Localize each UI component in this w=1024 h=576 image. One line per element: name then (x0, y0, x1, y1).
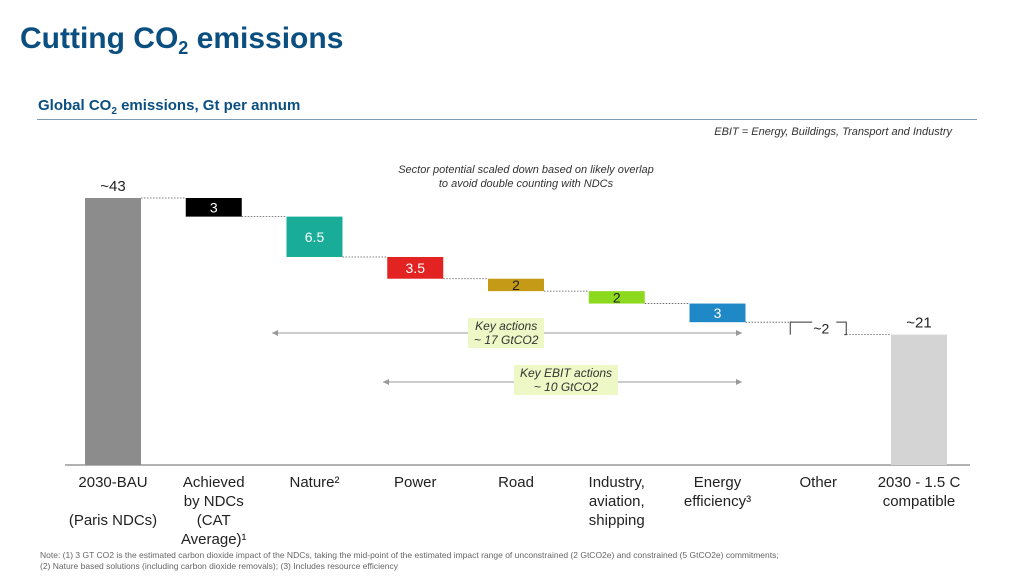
category-label: efficiency³ (684, 493, 751, 510)
category-label: shipping (589, 512, 645, 529)
category-label: aviation, (589, 493, 645, 510)
bar-value-label: 6.5 (305, 229, 325, 245)
category-label: 2030 - 1.5 C (878, 474, 961, 491)
bar-value-label: 3 (210, 199, 218, 215)
bar (588, 291, 645, 304)
category-label: (Paris NDCs) (69, 512, 157, 529)
category-label: by NDCs (184, 493, 244, 510)
bar-bracket-left (789, 321, 813, 335)
bar (689, 303, 746, 323)
key-actions-arrow-right-head (736, 330, 742, 336)
category-label: (CAT (197, 512, 231, 529)
bar-value-label: 3 (714, 305, 722, 321)
category-label: Power (394, 474, 437, 491)
bar (185, 198, 242, 217)
key-ebit-arrow-right-head (736, 379, 742, 385)
key-ebit-arrow-left-head (383, 379, 389, 385)
bar-value-label: 2 (613, 289, 621, 305)
bar-bracket-right (836, 321, 847, 336)
category-label: Road (498, 474, 534, 491)
ebit-definition-note: EBIT = Energy, Buildings, Transport and … (714, 126, 952, 138)
key-ebit-actions-box: Key EBIT actions ~ 10 GtCO2 (514, 365, 619, 395)
category-label: compatible (883, 493, 956, 510)
bar (891, 334, 947, 465)
bar (85, 198, 141, 465)
category-label: Nature² (289, 474, 339, 491)
bar-value-label: 2 (512, 277, 520, 293)
category-label: Average)¹ (181, 531, 247, 548)
page-title: Cutting CO2 emissions (20, 22, 344, 58)
category-label: Other (799, 474, 837, 491)
chart-subtitle: Global CO2 emissions, Gt per annum (38, 97, 301, 117)
bar-value-label: 3.5 (406, 260, 426, 276)
bar-value-label: ~43 (100, 178, 125, 195)
category-label: Energy (694, 474, 742, 491)
category-label: 2030-BAU (78, 474, 147, 491)
bar (488, 278, 544, 292)
bar (387, 256, 444, 279)
category-label: Industry, (589, 474, 645, 491)
footnote: Note: (1) 3 GT CO2 is the estimated carb… (40, 550, 779, 571)
overlap-note: Sector potential scaled down based on li… (398, 164, 654, 190)
category-label: Achieved (183, 474, 245, 491)
key-actions-arrow-left-head (272, 330, 278, 336)
key-actions-box: Key actions ~ 17 GtCO2 (468, 318, 545, 348)
bar-value-label: ~2 (813, 320, 829, 336)
bar (286, 216, 343, 257)
title-divider (37, 119, 977, 120)
bar-value-label: ~21 (906, 315, 931, 332)
